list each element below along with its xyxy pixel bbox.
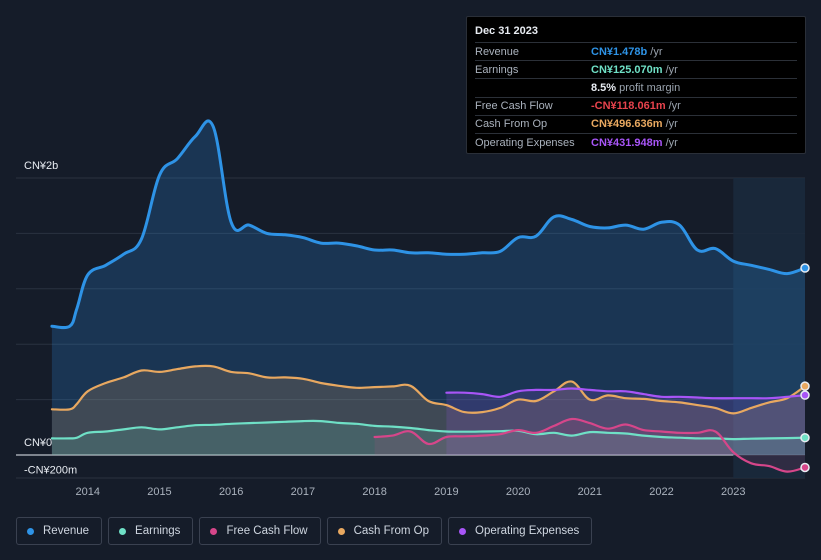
tooltip-row-cash-from-op: Cash From Op CN¥496.636m /yr <box>475 114 797 133</box>
earnings-area <box>51 420 805 455</box>
tooltip-unit: /yr <box>650 45 663 58</box>
y-tick-label: CN¥0 <box>24 437 52 449</box>
x-tick-label: 2018 <box>362 486 386 498</box>
tooltip-date: Dec 31 2023 <box>475 25 538 37</box>
x-tick-label: 2014 <box>75 486 99 498</box>
legend-label: Earnings <box>135 525 181 537</box>
x-tick-label: 2022 <box>649 486 673 498</box>
forecast-region <box>733 178 805 478</box>
tooltip-label: Earnings <box>475 63 519 76</box>
tooltip-row-earnings: Earnings CN¥125.070m /yr <box>475 60 797 78</box>
legend-item-free-cash-flow[interactable]: Free Cash Flow <box>199 517 321 545</box>
free-cash-flow-area <box>374 418 805 472</box>
tooltip-unit: /yr <box>665 63 678 76</box>
legend-dot-icon <box>337 527 345 535</box>
y-tick-label: CN¥2b <box>24 160 58 172</box>
legend-dot-icon <box>210 527 218 535</box>
tooltip-unit: /yr <box>665 118 678 131</box>
x-tick-label: 2023 <box>721 486 745 498</box>
tooltip-unit: /yr <box>668 100 681 113</box>
series-end-markers <box>800 263 810 473</box>
series-areas <box>51 120 805 472</box>
tooltip-value: CN¥1.478b <box>591 45 648 58</box>
series-lines <box>50 119 807 473</box>
data-tooltip: Dec 31 2023 Revenue CN¥1.478b /yr Earnin… <box>466 16 806 154</box>
tooltip-value: -CN¥118.061m <box>591 100 666 113</box>
operating-expenses-end-point <box>800 390 810 400</box>
x-tick-label: 2020 <box>506 486 530 498</box>
legend-label: Operating Expenses <box>475 525 580 537</box>
x-tick-label: 2015 <box>147 486 171 498</box>
tooltip-label: Free Cash Flow <box>475 100 553 113</box>
legend-label: Revenue <box>43 525 90 537</box>
earnings-line <box>50 419 807 441</box>
legend-dot-icon <box>27 527 34 535</box>
legend-item-cash-from-op[interactable]: Cash From Op <box>326 517 443 545</box>
legend-label: Cash From Op <box>353 525 430 537</box>
tooltip-label: Cash From Op <box>475 118 548 131</box>
x-tick-label: 2016 <box>219 486 243 498</box>
legend-item-revenue[interactable]: Revenue <box>16 517 103 545</box>
tooltip-row-operating-expenses: Operating Expenses CN¥431.948m /yr <box>475 132 797 151</box>
legend-label: Free Cash Flow <box>226 525 308 537</box>
revenue-area <box>51 120 805 456</box>
tooltip-row-revenue: Revenue CN¥1.478b /yr <box>475 42 797 60</box>
earnings-end-point <box>800 432 810 443</box>
free-cash-flow-line <box>373 417 807 473</box>
legend-item-earnings[interactable]: Earnings <box>108 517 194 545</box>
tooltip-value: CN¥125.070m <box>591 63 663 76</box>
x-tick-label: 2017 <box>291 486 315 498</box>
gridlines <box>16 177 805 479</box>
axis-labels: CN¥2b CN¥0 -CN¥200m 2014 2015 2016 2017 2018 201… <box>24 160 746 498</box>
revenue-line <box>50 119 807 330</box>
cash-from-op-line <box>50 364 807 415</box>
tooltip-value: 8.5% <box>591 81 617 94</box>
tooltip-label: Operating Expenses <box>475 136 575 149</box>
free-cash-flow-end-point <box>800 462 810 473</box>
tooltip-value: CN¥496.636m <box>591 118 663 131</box>
tooltip-label: Revenue <box>475 45 520 58</box>
cash-from-op-end-point <box>800 381 810 391</box>
x-tick-label: 2021 <box>578 486 602 498</box>
chart-legend: Revenue Earnings Free Cash Flow Cash Fro… <box>16 517 593 545</box>
x-tick-label: 2019 <box>434 486 458 498</box>
tooltip-unit: /yr <box>665 136 678 149</box>
legend-dot-icon <box>459 527 467 535</box>
tooltip-row-free-cash-flow: Free Cash Flow -CN¥118.061m /yr <box>475 96 797 115</box>
tooltip-value: CN¥431.948m <box>591 136 663 149</box>
legend-dot-icon <box>119 527 127 535</box>
tooltip-unit: profit margin <box>619 81 681 94</box>
revenue-end-point <box>800 263 810 273</box>
y-tick-label: -CN¥200m <box>24 465 77 477</box>
legend-item-operating-expenses[interactable]: Operating Expenses <box>448 517 593 545</box>
tooltip-row-profit-margin: 8.5% profit margin <box>475 78 797 96</box>
operating-expenses-line <box>445 387 807 400</box>
forecast-band <box>733 178 805 478</box>
